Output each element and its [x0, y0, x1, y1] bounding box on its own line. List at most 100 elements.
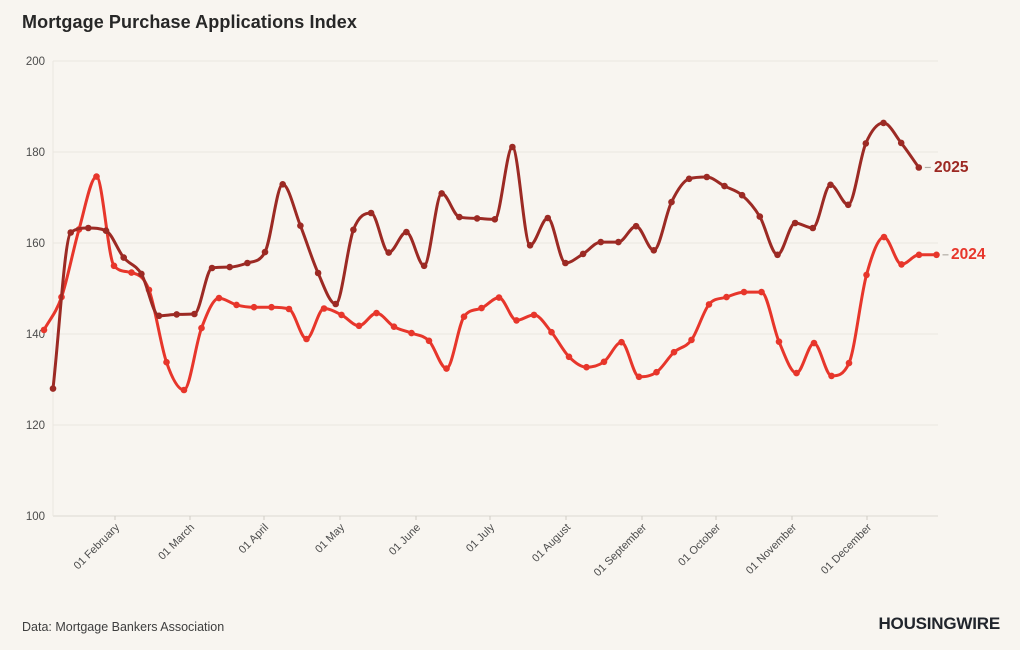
data-point-2024	[390, 323, 398, 331]
data-point-2025	[261, 248, 269, 256]
data-point-2024	[793, 369, 800, 377]
y-tick-label: 120	[26, 420, 45, 432]
data-point-2025	[403, 228, 410, 236]
data-point-2025	[615, 238, 622, 246]
data-point-2025	[562, 259, 569, 267]
x-tick-label: 01 November	[744, 521, 799, 576]
data-point-2025	[456, 213, 463, 221]
data-point-2025	[49, 385, 57, 392]
data-point-2025	[862, 140, 870, 147]
data-point-2024	[915, 251, 923, 259]
data-point-2025	[756, 213, 764, 220]
data-point-2025	[244, 259, 251, 267]
data-point-2025	[314, 269, 322, 277]
housingwire-logo: HOUSINGWIRE	[878, 614, 1000, 633]
data-point-2025	[668, 198, 675, 206]
data-point-2024	[565, 353, 573, 361]
data-point-2025	[155, 312, 163, 320]
data-point-2024	[163, 358, 170, 366]
data-point-2025	[544, 214, 552, 222]
data-point-2025	[120, 254, 127, 261]
data-point-2024	[845, 359, 853, 367]
data-point-2025	[138, 270, 145, 278]
data-point-2024	[898, 261, 905, 268]
data-point-2025	[102, 227, 110, 234]
data-point-2024	[880, 233, 888, 241]
data-point-2025	[173, 311, 180, 318]
data-point-2025	[897, 139, 905, 147]
data-point-2025	[791, 219, 799, 227]
series-line-2024	[42, 175, 938, 392]
data-point-2024	[460, 313, 468, 321]
data-point-2024	[705, 301, 713, 308]
data-point-2024	[93, 173, 100, 180]
data-point-2025	[597, 238, 605, 246]
data-point-2024	[548, 328, 555, 336]
data-point-2024	[425, 337, 433, 345]
data-point-2024	[320, 305, 328, 312]
data-point-2025	[350, 226, 357, 234]
series-label-2024: 2024	[951, 246, 986, 263]
data-point-2025	[226, 263, 233, 271]
data-point-2025	[85, 224, 92, 232]
data-point-2024	[180, 386, 188, 394]
data-point-2025	[420, 262, 428, 270]
source-credit: Data: Mortgage Bankers Association	[22, 620, 225, 634]
x-tick-label: 01 April	[237, 522, 271, 556]
data-point-2024	[408, 329, 415, 337]
x-tick-label: 01 July	[464, 521, 497, 554]
data-point-2025	[844, 201, 852, 209]
x-tick-label: 01 August	[530, 522, 573, 565]
data-point-2024	[933, 251, 940, 259]
data-point-2024	[355, 322, 363, 330]
x-tick-label: 01 March	[156, 522, 197, 563]
data-point-2024	[775, 338, 783, 346]
data-point-2024	[215, 294, 223, 302]
data-point-2024	[40, 326, 48, 334]
data-point-2025	[438, 190, 446, 197]
x-tick-label: 01 September	[592, 521, 650, 579]
data-point-2024	[233, 301, 240, 309]
y-tick-label: 200	[26, 56, 45, 68]
data-point-2025	[827, 181, 834, 189]
data-point-2024	[478, 304, 485, 312]
data-point-2025	[526, 242, 534, 249]
data-point-2024	[618, 338, 625, 346]
data-point-2025	[473, 215, 481, 222]
data-point-2025	[191, 310, 198, 318]
data-point-2024	[758, 288, 765, 296]
x-tick-label: 01 June	[387, 522, 423, 558]
data-point-2024	[303, 335, 310, 343]
data-point-2025	[632, 222, 640, 230]
data-point-2024	[688, 336, 695, 344]
data-point-2025	[297, 222, 304, 229]
y-tick-label: 160	[26, 238, 45, 250]
data-point-2024	[285, 305, 293, 313]
data-point-2024	[740, 288, 748, 296]
data-point-2025	[880, 119, 887, 127]
x-tick-label: 01 May	[313, 521, 347, 555]
data-point-2024	[723, 293, 730, 301]
y-tick-label: 100	[26, 511, 45, 523]
data-point-2025	[208, 264, 216, 272]
series-line-2025	[51, 121, 921, 391]
chart-title: Mortgage Purchase Applications Index	[22, 12, 358, 32]
data-point-2024	[530, 311, 538, 319]
data-point-2025	[809, 224, 817, 232]
data-point-2024	[110, 262, 118, 270]
y-tick-label: 140	[26, 329, 45, 341]
data-point-2025	[703, 173, 711, 181]
series-label-2025: 2025	[934, 159, 969, 176]
data-point-2025	[738, 191, 746, 199]
data-point-2024	[443, 365, 450, 372]
data-point-2025	[509, 143, 516, 151]
data-point-2025	[915, 164, 923, 171]
data-point-2025	[774, 251, 781, 259]
x-tick-label: 01 December	[819, 521, 874, 576]
data-point-2025	[332, 300, 340, 308]
data-point-2024	[670, 348, 678, 356]
data-point-2025	[579, 250, 587, 258]
y-tick-label: 180	[26, 147, 45, 159]
data-point-2025	[279, 181, 287, 188]
